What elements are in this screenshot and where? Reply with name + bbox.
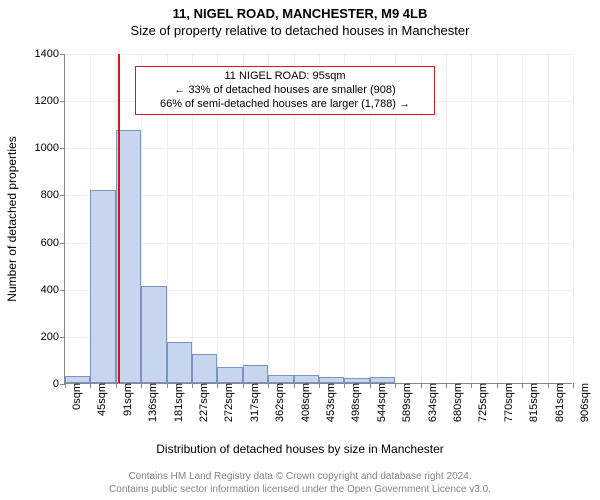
histogram-bar	[344, 378, 369, 383]
x-tick-label: 317sqm	[247, 383, 261, 422]
property-marker-line	[118, 54, 120, 383]
histogram-bar	[294, 375, 319, 383]
x-tick-mark	[395, 383, 396, 388]
histogram-bar	[243, 365, 268, 383]
y-axis-title: Number of detached properties	[5, 136, 19, 301]
title-block: 11, NIGEL ROAD, MANCHESTER, M9 4LB Size …	[0, 6, 600, 38]
x-tick-mark	[294, 383, 295, 388]
x-tick-label: 181sqm	[171, 383, 185, 422]
footer: Contains HM Land Registry data © Crown c…	[0, 471, 600, 496]
footer-line-1: Contains HM Land Registry data © Crown c…	[0, 471, 600, 484]
x-tick-label: 272sqm	[221, 383, 235, 422]
x-tick-mark	[65, 383, 66, 388]
x-tick-label: 544sqm	[374, 383, 388, 422]
chart-container: 11, NIGEL ROAD, MANCHESTER, M9 4LB Size …	[0, 0, 600, 500]
x-tick-mark	[446, 383, 447, 388]
x-tick-label: 0sqm	[69, 383, 83, 410]
x-tick-mark	[471, 383, 472, 388]
x-tick-label: 136sqm	[145, 383, 159, 422]
x-tick-mark	[344, 383, 345, 388]
x-tick-label: 45sqm	[94, 383, 108, 416]
histogram-bar	[167, 342, 192, 383]
histogram-bar	[141, 286, 166, 383]
x-tick-mark	[167, 383, 168, 388]
x-tick-label: 906sqm	[577, 383, 591, 422]
x-tick-label: 91sqm	[120, 383, 134, 416]
annotation-line: ← 33% of detached houses are smaller (90…	[144, 84, 426, 98]
chart-sub-title: Size of property relative to detached ho…	[0, 23, 600, 38]
y-tick-label: 800	[41, 189, 65, 201]
histogram-bar	[65, 376, 90, 383]
x-tick-label: 498sqm	[348, 383, 362, 422]
x-tick-mark	[573, 383, 574, 388]
plot-area: 02004006008001000120014000sqm45sqm91sqm1…	[64, 54, 572, 384]
x-tick-mark	[319, 383, 320, 388]
x-tick-mark	[141, 383, 142, 388]
y-tick-label: 1400	[35, 48, 65, 60]
x-tick-label: 408sqm	[298, 383, 312, 422]
gridline-v	[446, 54, 447, 383]
gridline-v	[497, 54, 498, 383]
annotation-box: 11 NIGEL ROAD: 95sqm← 33% of detached ho…	[135, 66, 435, 115]
histogram-bar	[192, 354, 217, 383]
gridline-v	[573, 54, 574, 383]
x-tick-mark	[243, 383, 244, 388]
x-tick-label: 680sqm	[450, 383, 464, 422]
histogram-bar	[319, 377, 344, 383]
gridline-v	[471, 54, 472, 383]
y-tick-label: 200	[41, 331, 65, 343]
x-tick-mark	[421, 383, 422, 388]
y-tick-label: 600	[41, 237, 65, 249]
x-tick-mark	[192, 383, 193, 388]
x-tick-label: 362sqm	[272, 383, 286, 422]
histogram-bar	[90, 190, 115, 383]
x-tick-label: 227sqm	[196, 383, 210, 422]
x-tick-label: 453sqm	[323, 383, 337, 422]
x-tick-mark	[370, 383, 371, 388]
annotation-line: 66% of semi-detached houses are larger (…	[144, 98, 426, 112]
histogram-bar	[370, 377, 395, 383]
gridline-v	[548, 54, 549, 383]
x-tick-mark	[268, 383, 269, 388]
x-tick-label: 634sqm	[425, 383, 439, 422]
y-tick-label: 1200	[35, 95, 65, 107]
y-tick-label: 0	[53, 378, 65, 390]
x-tick-mark	[116, 383, 117, 388]
x-tick-mark	[548, 383, 549, 388]
histogram-bar	[217, 367, 242, 384]
x-tick-label: 770sqm	[501, 383, 515, 422]
gridline-v	[522, 54, 523, 383]
y-tick-label: 1000	[35, 142, 65, 154]
x-tick-mark	[90, 383, 91, 388]
x-tick-mark	[522, 383, 523, 388]
x-tick-mark	[217, 383, 218, 388]
footer-line-2: Contains public sector information licen…	[0, 484, 600, 497]
annotation-line: 11 NIGEL ROAD: 95sqm	[144, 70, 426, 84]
chart-super-title: 11, NIGEL ROAD, MANCHESTER, M9 4LB	[0, 6, 600, 21]
x-tick-mark	[497, 383, 498, 388]
x-tick-label: 725sqm	[475, 383, 489, 422]
x-tick-label: 589sqm	[399, 383, 413, 422]
x-axis-title: Distribution of detached houses by size …	[0, 442, 600, 456]
y-tick-label: 400	[41, 284, 65, 296]
x-tick-label: 815sqm	[526, 383, 540, 422]
x-tick-label: 861sqm	[552, 383, 566, 422]
histogram-bar	[268, 375, 293, 383]
